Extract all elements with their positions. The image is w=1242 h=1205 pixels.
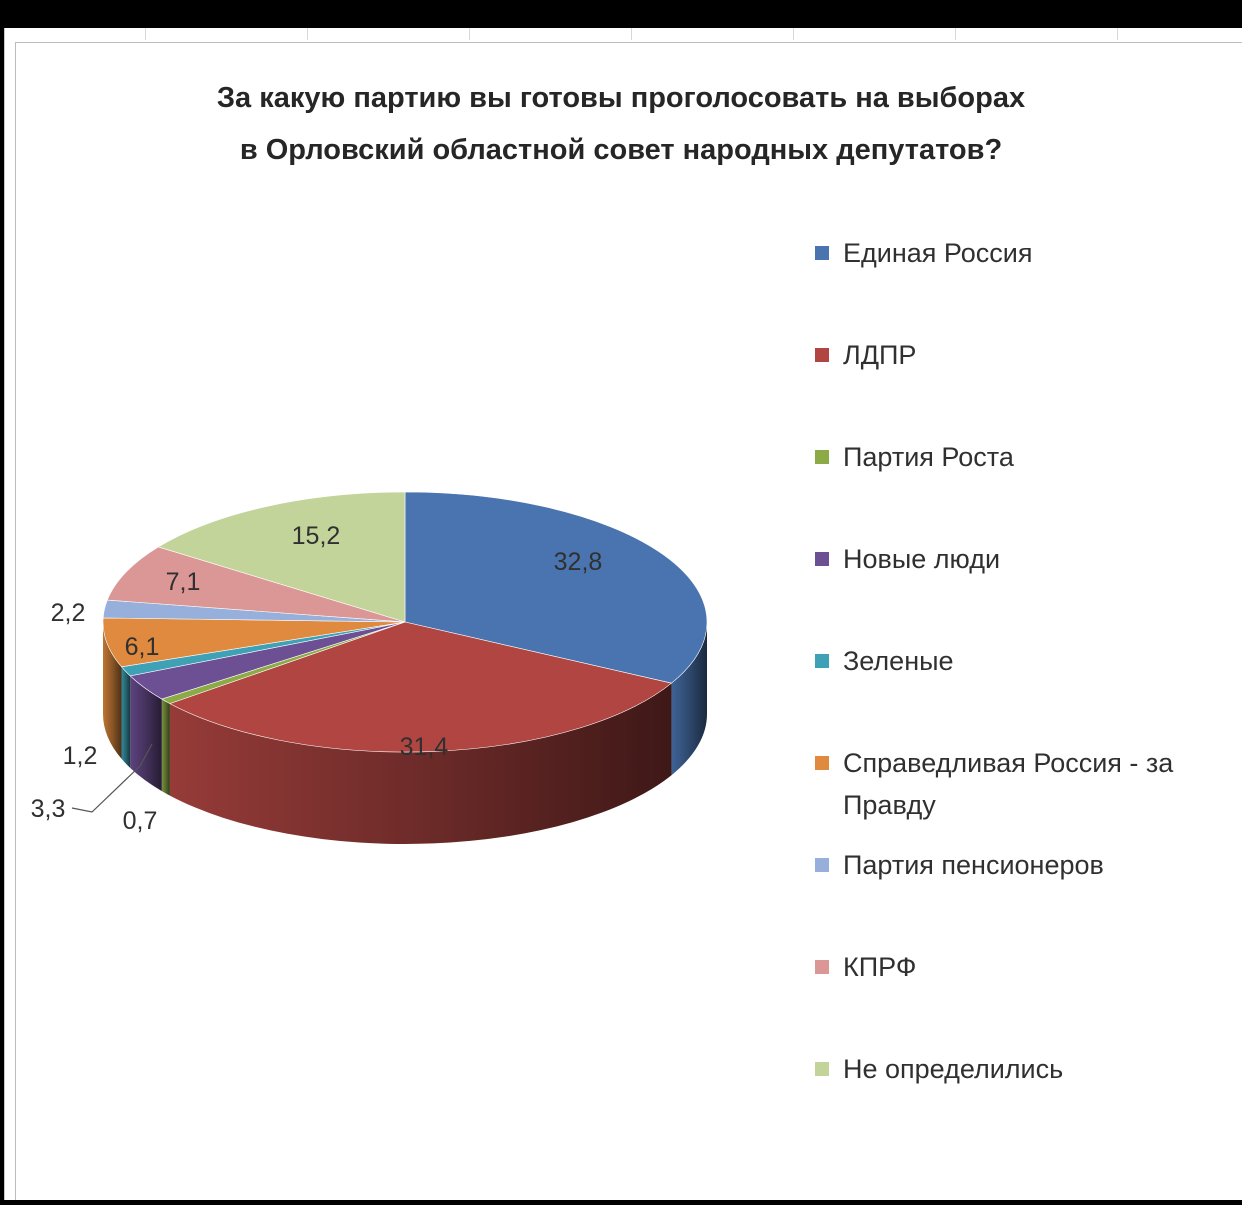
pie-slice[interactable] [169, 621, 673, 753]
data-label: 1,2 [63, 742, 98, 770]
chart-title: За какую партию вы готовы проголосовать … [0, 72, 1242, 176]
column-divider [1117, 28, 1118, 40]
legend-label: Справедливая Россия - за Правду [843, 748, 1174, 820]
bottom-border [0, 1200, 1242, 1205]
legend-label: Партия пенсионеров [843, 850, 1104, 880]
legend-item[interactable]: Единая Россия [815, 232, 1223, 274]
legend-item[interactable]: Партия Роста [815, 436, 1223, 478]
legend-swatch [815, 858, 829, 872]
column-divider [469, 28, 470, 40]
data-label: 15,2 [292, 522, 341, 550]
legend-label: КПРФ [843, 952, 917, 982]
pie-slice[interactable] [157, 491, 406, 623]
legend-item[interactable]: Зеленые [815, 640, 1223, 682]
column-divider [793, 28, 794, 40]
data-label: 32,8 [554, 548, 603, 576]
legend-item[interactable]: Партия пенсионеров [815, 844, 1223, 886]
leader-line [139, 743, 153, 767]
pie-slice-side [671, 622, 707, 776]
legend-label: Не определились [843, 1054, 1064, 1084]
legend-label: Новые люди [843, 544, 1001, 574]
legend-swatch [815, 1062, 829, 1076]
data-label: 3,3 [31, 795, 66, 823]
legend-swatch [815, 654, 829, 668]
data-label: 2,2 [51, 599, 86, 627]
legend-swatch [815, 450, 829, 464]
chart-title-line-1: За какую партию вы готовы проголосовать … [216, 82, 1026, 114]
leader-line [71, 765, 141, 813]
legend-label: Партия Роста [843, 442, 1014, 472]
pie-slice-side [130, 675, 162, 792]
legend-label: Единая Россия [843, 238, 1033, 268]
legend-item[interactable]: ЛДПР [815, 334, 1223, 376]
legend-item[interactable]: Не определились [815, 1048, 1223, 1090]
column-divider [307, 28, 308, 40]
legend-swatch [815, 552, 829, 566]
pie-slice-side [161, 699, 170, 796]
data-label: 0,7 [123, 807, 158, 835]
column-divider [955, 28, 956, 40]
legend-swatch [815, 246, 829, 260]
pie-slice[interactable] [106, 546, 406, 623]
pie-slice-side [121, 666, 131, 768]
data-label: 6,1 [125, 633, 160, 661]
column-divider [631, 28, 632, 40]
legend-item[interactable]: Справедливая Россия - за Правду [815, 742, 1223, 826]
pie-slice-side [103, 622, 122, 759]
legend-item[interactable]: КПРФ [815, 946, 1223, 988]
data-label: 7,1 [166, 568, 201, 596]
legend-label: ЛДПР [843, 340, 917, 370]
legend-swatch [815, 756, 829, 770]
data-label: 31,4 [400, 733, 449, 761]
legend-label: Зеленые [843, 646, 954, 676]
column-divider [145, 28, 146, 40]
pie-slice[interactable] [404, 491, 708, 684]
pie-slice-side [169, 683, 672, 844]
legend-swatch [815, 348, 829, 362]
legend-swatch [815, 960, 829, 974]
chart-title-line-2: в Орловский областной совет народных деп… [239, 134, 1003, 166]
legend-item[interactable]: Новые люди [815, 538, 1223, 580]
